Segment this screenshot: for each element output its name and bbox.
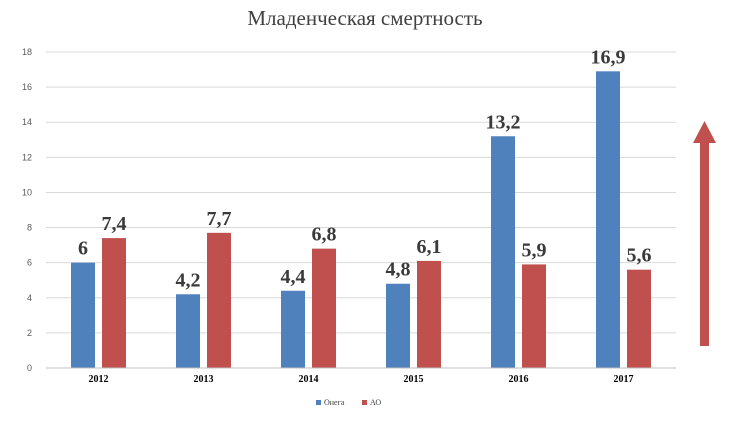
legend-label: АО: [370, 398, 381, 407]
data-label: 7,4: [102, 213, 127, 235]
legend-swatch: [316, 400, 321, 405]
bar: [522, 264, 546, 368]
y-tick-label: 2: [27, 328, 32, 338]
y-tick-label: 14: [22, 117, 32, 127]
y-tick-label: 0: [27, 363, 32, 373]
bar: [491, 136, 515, 368]
data-label: 7,7: [207, 208, 232, 230]
bar: [176, 294, 200, 368]
data-label: 5,9: [522, 239, 547, 261]
x-tick-label: 2016: [509, 374, 529, 385]
data-label: 4,4: [281, 266, 306, 288]
arrow-shaft: [700, 142, 709, 346]
x-tick-label: 2013: [194, 374, 214, 385]
bar: [71, 262, 95, 368]
bars: [71, 71, 651, 369]
gridlines: [46, 51, 676, 334]
y-axis: 0 2 4 6 8 10 12 14 16 18: [22, 47, 32, 373]
trend-arrow-icon: [693, 121, 716, 346]
y-tick-label: 16: [22, 82, 32, 92]
bar: [386, 283, 410, 368]
arrow-head: [693, 121, 716, 143]
legend-label: Онега: [324, 398, 345, 407]
data-labels: 6 7,4 4,2 7,7 4,4 6,8 4,8 6,1 13,2 5,9 16,9 5,6: [78, 46, 652, 291]
x-tick-label: 2014: [299, 374, 319, 385]
bar: [281, 290, 305, 368]
y-tick-label: 4: [27, 293, 32, 303]
bar: [596, 71, 620, 369]
bar: [417, 260, 441, 368]
data-label: 6,1: [417, 236, 442, 258]
y-tick-label: 6: [27, 258, 32, 268]
x-tick-label: 2012: [89, 374, 109, 385]
x-axis: 2012 2013 2014 2015 2016 2017: [46, 367, 676, 385]
bar: [207, 232, 231, 368]
data-label: 6: [78, 238, 88, 260]
y-tick-label: 10: [22, 187, 32, 197]
y-tick-label: 12: [22, 152, 32, 162]
data-label: 13,2: [486, 111, 521, 133]
legend-swatch: [362, 400, 367, 405]
bar: [627, 269, 651, 368]
data-label: 4,8: [386, 259, 411, 281]
data-label: 6,8: [312, 224, 337, 246]
y-tick-label: 8: [27, 223, 32, 233]
x-tick-label: 2017: [614, 374, 634, 385]
data-label: 16,9: [591, 46, 626, 68]
bar: [312, 248, 336, 368]
chart-title: Младенческая смертность: [247, 6, 483, 30]
legend: Онега АО: [316, 398, 381, 407]
bar: [102, 238, 126, 368]
y-tick-label: 18: [22, 47, 32, 57]
x-tick-label: 2015: [404, 374, 424, 385]
data-label: 4,2: [176, 269, 201, 291]
data-label: 5,6: [627, 245, 652, 267]
